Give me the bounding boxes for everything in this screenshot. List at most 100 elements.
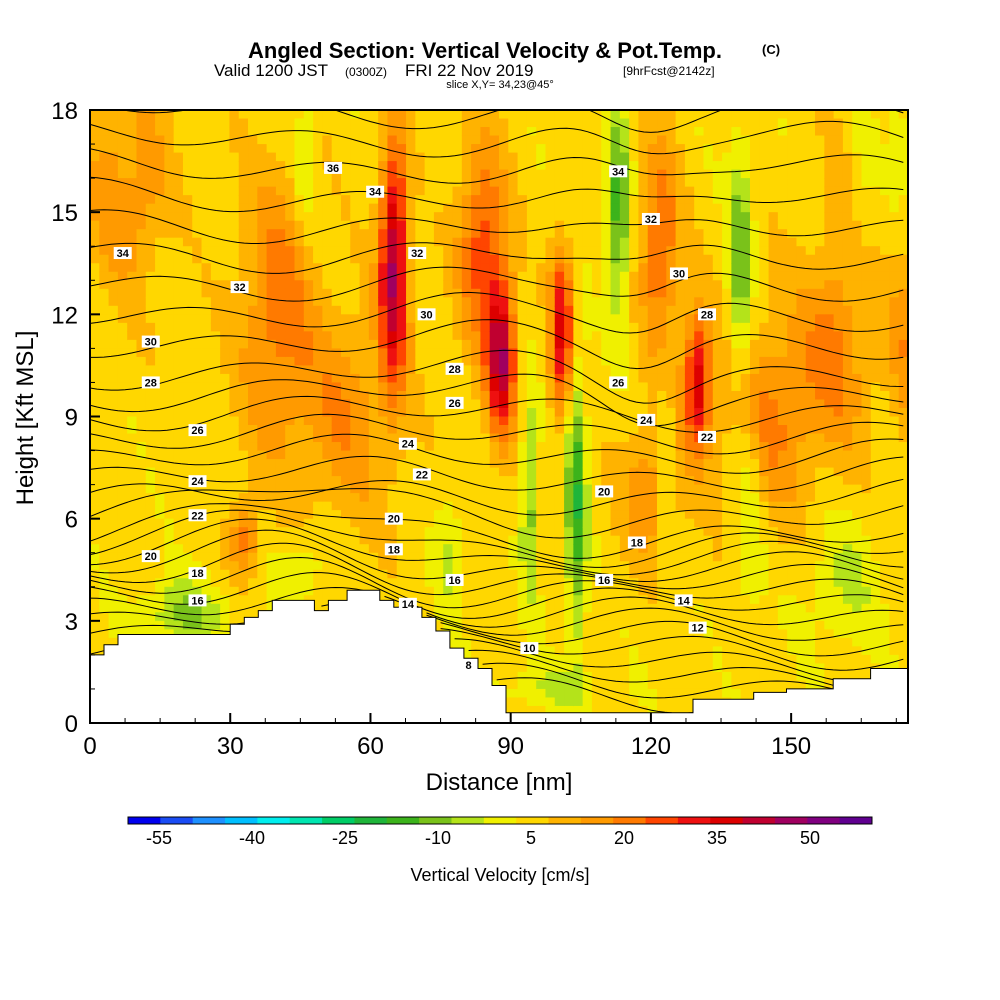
velocity-cell — [99, 203, 110, 213]
velocity-cell — [703, 144, 714, 154]
velocity-cell — [461, 229, 472, 239]
velocity-cell — [331, 586, 342, 596]
velocity-cell — [406, 110, 416, 120]
velocity-cell — [155, 203, 165, 213]
velocity-cell — [192, 144, 203, 154]
velocity-cell — [248, 110, 258, 120]
velocity-cell — [666, 459, 677, 469]
velocity-cell — [127, 442, 138, 452]
velocity-cell — [508, 578, 519, 588]
velocity-cell — [406, 348, 416, 358]
velocity-cell — [396, 459, 407, 469]
velocity-cell — [619, 425, 630, 435]
velocity-cell — [201, 629, 212, 639]
velocity-cell — [712, 501, 723, 511]
velocity-cell — [461, 493, 472, 503]
velocity-cell — [722, 365, 732, 375]
velocity-cell — [396, 467, 407, 477]
velocity-cell — [424, 544, 435, 554]
velocity-cell — [90, 425, 100, 435]
velocity-cell — [378, 450, 389, 460]
velocity-cell — [90, 603, 100, 613]
velocity-cell — [396, 271, 407, 281]
velocity-cell — [108, 178, 119, 188]
velocity-cell — [303, 135, 314, 145]
velocity-cell — [480, 629, 491, 639]
velocity-cell — [378, 373, 389, 384]
velocity-cell — [340, 348, 351, 358]
velocity-cell — [619, 297, 630, 307]
velocity-cell — [192, 348, 203, 358]
velocity-cell — [275, 459, 286, 469]
velocity-cell — [406, 501, 416, 511]
velocity-cell — [499, 535, 509, 545]
velocity-cell — [117, 407, 128, 418]
velocity-cell — [173, 229, 184, 239]
velocity-cell — [536, 305, 547, 315]
velocity-cell — [117, 237, 128, 247]
velocity-cell — [684, 399, 695, 409]
velocity-cell — [359, 297, 370, 307]
velocity-cell — [452, 527, 463, 537]
velocity-cell — [601, 433, 612, 443]
velocity-cell — [675, 493, 686, 503]
velocity-cell — [99, 544, 110, 554]
velocity-cell — [173, 178, 184, 188]
velocity-cell — [657, 527, 667, 537]
velocity-cell — [684, 705, 695, 716]
velocity-cell — [201, 407, 212, 418]
velocity-cell — [396, 527, 407, 537]
velocity-cell — [331, 127, 342, 137]
velocity-cell — [210, 127, 221, 137]
velocity-cell — [322, 237, 333, 247]
velocity-cell — [564, 237, 574, 247]
velocity-cell — [601, 561, 612, 571]
velocity-cell — [731, 169, 742, 179]
velocity-cell — [610, 637, 621, 647]
velocity-cell — [238, 484, 249, 494]
velocity-cell — [666, 518, 677, 528]
velocity-cell — [573, 433, 584, 443]
velocity-cell — [629, 697, 640, 707]
velocity-cell — [387, 527, 398, 537]
velocity-cell — [471, 442, 482, 452]
velocity-cell — [526, 688, 537, 699]
velocity-cell — [573, 382, 584, 392]
velocity-cell — [499, 118, 509, 128]
velocity-cell — [285, 365, 296, 375]
velocity-cell — [554, 339, 565, 349]
velocity-cell — [313, 144, 323, 154]
velocity-cell — [545, 399, 556, 409]
velocity-cell — [601, 271, 612, 281]
velocity-cell — [647, 348, 658, 358]
velocity-cell — [340, 433, 351, 443]
velocity-cell — [285, 144, 296, 154]
velocity-cell — [313, 578, 323, 588]
velocity-cell — [480, 220, 491, 230]
velocity-cell — [554, 697, 565, 707]
velocity-cell — [499, 356, 509, 367]
velocity-cell — [108, 382, 119, 392]
velocity-cell — [303, 595, 314, 605]
velocity-cell — [294, 595, 305, 605]
velocity-cell — [164, 578, 175, 588]
velocity-cell — [210, 476, 221, 486]
velocity-cell — [182, 186, 193, 196]
velocity-cell — [136, 331, 147, 341]
velocity-cell — [433, 493, 444, 503]
velocity-cell — [657, 186, 667, 196]
velocity-cell — [499, 212, 509, 222]
velocity-cell — [480, 612, 491, 622]
velocity-cell — [387, 365, 398, 375]
velocity-cell — [722, 305, 732, 315]
velocity-cell — [359, 322, 370, 332]
velocity-cell — [722, 144, 732, 154]
velocity-cell — [452, 135, 463, 145]
velocity-cell — [340, 561, 351, 571]
velocity-cell — [136, 118, 147, 128]
velocity-cell — [554, 348, 565, 358]
velocity-cell — [443, 195, 454, 205]
velocity-cell — [192, 390, 203, 401]
velocity-cell — [591, 314, 602, 324]
velocity-cell — [99, 220, 110, 230]
